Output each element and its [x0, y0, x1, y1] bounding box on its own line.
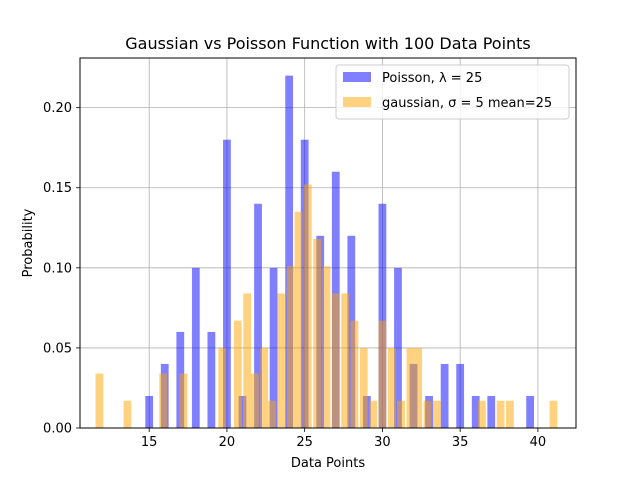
poisson-bar: [440, 363, 449, 428]
legend-swatch-gaussian: [343, 97, 371, 107]
y-tick-label: 0.00: [43, 422, 72, 437]
gaussian-bar: [423, 400, 432, 428]
legend-label-gaussian: gaussian, σ = 5 mean=25: [382, 96, 552, 111]
gaussian-bar: [432, 400, 441, 428]
x-tick-label: 25: [296, 435, 313, 450]
x-tick-label: 40: [530, 435, 547, 450]
legend-swatch-poisson: [343, 72, 371, 82]
poisson-bar: [145, 395, 154, 428]
gaussian-bar: [243, 293, 252, 428]
gaussian-bar: [294, 211, 303, 428]
gaussian-bar: [406, 347, 415, 428]
legend: Poisson, λ = 25 gaussian, σ = 5 mean=25: [335, 64, 570, 120]
gaussian-bar: [123, 400, 132, 428]
y-tick-label: 0.20: [43, 101, 72, 116]
gaussian-bar: [268, 400, 276, 428]
gaussian-bar: [359, 347, 368, 428]
poisson-bar: [238, 395, 247, 428]
gaussian-bar: [277, 293, 286, 428]
chart-title: Gaussian vs Poisson Function with 100 Da…: [125, 34, 531, 53]
poisson-bar: [471, 395, 480, 428]
gaussian-bar: [251, 373, 259, 428]
poisson-bar: [191, 267, 200, 428]
gaussian-bar: [303, 184, 312, 428]
gaussian-bar: [95, 373, 104, 428]
x-axis-ticks: 15 20 25 30 35 40: [141, 428, 546, 450]
poisson-bar: [394, 267, 402, 428]
plot-frame: [79, 57, 577, 429]
poisson-bar: [223, 139, 231, 429]
gaussian-bar: [549, 400, 558, 428]
gaussian-bars: [95, 184, 558, 428]
poisson-bar: [487, 395, 496, 428]
gaussian-bar: [218, 347, 227, 428]
gaussian-bar: [260, 347, 269, 428]
gaussian-bar: [378, 320, 387, 428]
gaussian-bar: [478, 400, 486, 428]
gaussian-bar: [414, 347, 423, 428]
poisson-bar: [254, 203, 262, 428]
poisson-bar: [285, 75, 294, 428]
gaussian-bar: [369, 400, 377, 428]
poisson-bar: [378, 203, 387, 428]
gaussian-bar: [322, 266, 331, 428]
poisson-bar: [207, 331, 216, 428]
gaussian-bar: [350, 320, 359, 428]
gaussian-bar: [159, 373, 168, 428]
y-tick-label: 0.15: [43, 181, 72, 196]
y-axis-ticks: 0.00 0.05 0.10 0.15 0.20: [43, 101, 80, 437]
gaussian-bar: [179, 373, 188, 428]
x-tick-label: 15: [141, 435, 158, 450]
poisson-bar: [526, 395, 535, 428]
gaussian-bar: [331, 293, 340, 428]
gaussian-bar: [341, 293, 349, 428]
y-tick-label: 0.10: [43, 261, 72, 276]
gaussian-bar: [387, 347, 396, 428]
x-tick-label: 20: [219, 435, 236, 450]
y-axis-label: Probability: [21, 208, 36, 277]
gaussian-bar: [397, 400, 405, 428]
gaussian-bar: [506, 400, 514, 428]
gaussian-bar: [496, 400, 505, 428]
poisson-bar: [456, 363, 465, 428]
legend-label-poisson: Poisson, λ = 25: [382, 71, 482, 86]
x-tick-label: 35: [452, 435, 469, 450]
gaussian-bar: [313, 238, 322, 428]
y-tick-label: 0.05: [43, 341, 72, 356]
x-tick-label: 30: [374, 435, 391, 450]
legend-box: [335, 64, 570, 120]
x-axis-label: Data Points: [291, 456, 365, 471]
gaussian-bar: [286, 266, 295, 428]
gaussian-bar: [233, 320, 242, 428]
poisson-bar: [269, 267, 278, 428]
